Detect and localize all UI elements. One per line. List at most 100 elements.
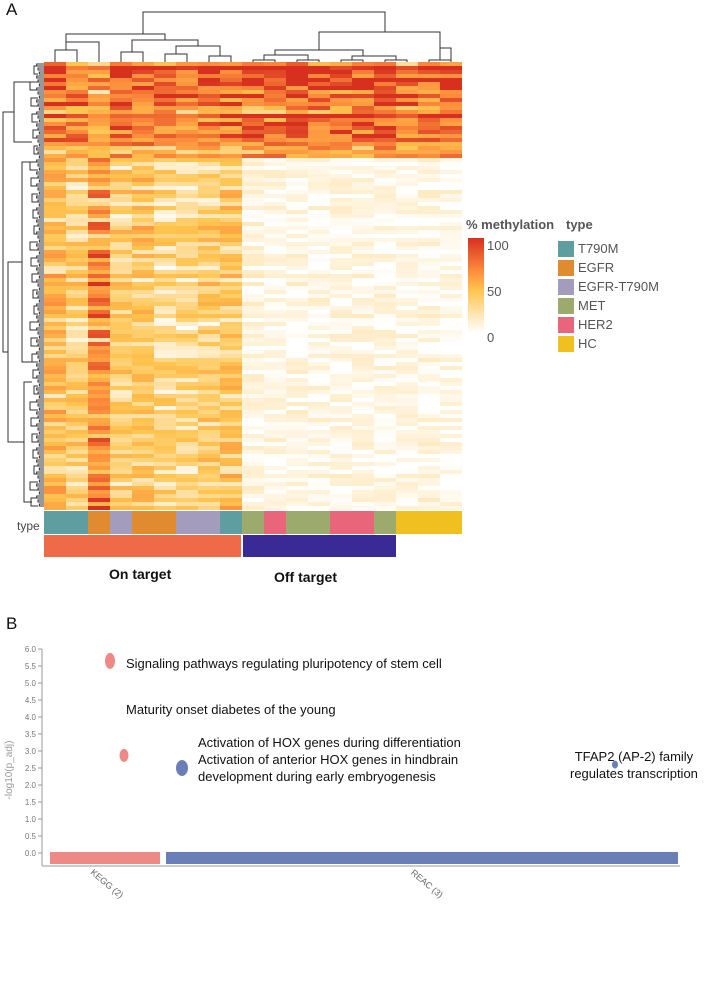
heatmap-cell (418, 494, 441, 499)
heatmap-cell (154, 202, 177, 207)
heatmap-cell (88, 394, 111, 399)
heatmap-cell (132, 162, 155, 167)
heatmap-cell (132, 86, 155, 91)
heatmap-cell (264, 234, 287, 239)
heatmap-cell (88, 470, 111, 475)
dendro-link (37, 247, 44, 251)
heatmap-cell (374, 114, 397, 119)
heatmap-cell (374, 342, 397, 347)
heatmap-cell (220, 498, 243, 503)
heatmap-cell (396, 390, 419, 395)
heatmap-cell (264, 350, 287, 355)
heatmap-cell (220, 266, 243, 271)
heatmap-cell (220, 482, 243, 487)
heatmap-cell (154, 90, 177, 95)
heatmap-cell (418, 218, 441, 223)
heatmap-cell (132, 102, 155, 107)
heatmap-cell (220, 202, 243, 207)
heatmap-cell (374, 494, 397, 499)
heatmap-cell (110, 94, 133, 99)
heatmap-cell (132, 322, 155, 327)
heatmap-cell (352, 78, 375, 83)
heatmap-cell (198, 142, 221, 147)
heatmap-cell (352, 214, 375, 219)
heatmap-cell (176, 70, 199, 75)
heatmap-cell (286, 422, 309, 427)
heatmap-cell (88, 406, 111, 411)
heatmap-cell (374, 166, 397, 171)
heatmap-cell (198, 206, 221, 211)
heatmap-cell (418, 290, 441, 295)
heatmap-cell (352, 322, 375, 327)
heatmap-cell (154, 382, 177, 387)
point-label-line: TFAP2 (AP-2) family (574, 749, 694, 764)
heatmap-cell (132, 70, 155, 75)
heatmap-cell (198, 358, 221, 363)
heatmap-cell (374, 430, 397, 435)
dendro-link (351, 55, 397, 60)
heatmap-cell (66, 342, 89, 347)
heatmap-cell (352, 426, 375, 431)
heatmap-cell (198, 166, 221, 171)
heatmap-cell (66, 386, 89, 391)
heatmap-cell (198, 406, 221, 411)
dendro-link (38, 215, 44, 219)
heatmap-cell (330, 118, 353, 123)
point-label-line: regulates transcription (570, 766, 698, 781)
heatmap-cell (308, 354, 331, 359)
heatmap-cell (66, 206, 89, 211)
heatmap-cell (154, 298, 177, 303)
heatmap-cell (352, 70, 375, 75)
heatmap-cell (220, 182, 243, 187)
heatmap-cell (176, 370, 199, 375)
heatmap-cell (154, 74, 177, 79)
heatmap-cell (418, 330, 441, 335)
heatmap-cell (308, 318, 331, 323)
heatmap-cell (374, 322, 397, 327)
heatmap-cell (66, 418, 89, 423)
heatmap-cell (418, 174, 441, 179)
heatmap-cell (44, 82, 67, 87)
heatmap-cell (154, 442, 177, 447)
type-row-label: type (17, 519, 40, 533)
heatmap-cell (110, 206, 133, 211)
heatmap-cell (264, 410, 287, 415)
heatmap-cell (308, 378, 331, 383)
heatmap-cell (286, 374, 309, 379)
heatmap-cell (286, 66, 309, 71)
heatmap-cell (132, 282, 155, 287)
legend-label: T790M (578, 241, 619, 256)
heatmap-cell (352, 266, 375, 271)
heatmap-cell (330, 470, 353, 475)
heatmap-cell (110, 366, 133, 371)
heatmap-cell (44, 66, 67, 71)
heatmap-cell (308, 146, 331, 151)
heatmap-cell (110, 186, 133, 191)
heatmap-cell (440, 490, 462, 495)
heatmap-cell (330, 222, 353, 227)
heatmap-cell (308, 150, 331, 155)
heatmap-cell (176, 266, 199, 271)
heatmap-cell (110, 430, 133, 435)
heatmap-cell (176, 506, 199, 510)
heatmap-cell (352, 506, 375, 510)
heatmap-cell (330, 218, 353, 223)
heatmap-cell (110, 374, 133, 379)
heatmap-cell (286, 198, 309, 203)
heatmap-cell (264, 414, 287, 419)
heatmap-cell (88, 110, 111, 115)
heatmap-cell (308, 162, 331, 167)
heatmap-cell (88, 382, 111, 387)
heatmap-cell (374, 286, 397, 291)
heatmap-cell (110, 450, 133, 455)
heatmap-cell (418, 414, 441, 419)
heatmap-cell (286, 390, 309, 395)
heatmap-cell (176, 322, 199, 327)
heatmap-cell (286, 286, 309, 291)
heatmap-cell (110, 338, 133, 343)
heatmap-cell (110, 222, 133, 227)
heatmap-cell (330, 158, 353, 163)
heatmap-cell (264, 194, 287, 199)
heatmap-cell (110, 294, 133, 299)
heatmap-cell (440, 134, 462, 139)
